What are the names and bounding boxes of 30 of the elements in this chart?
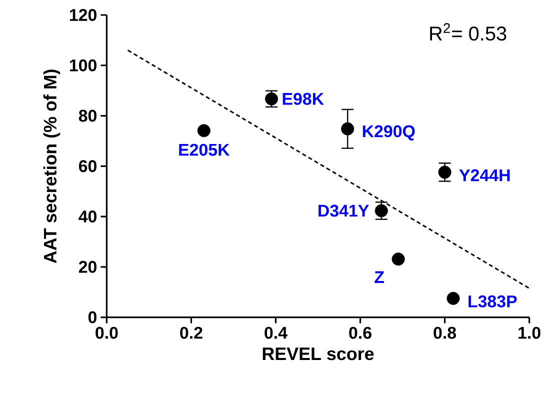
y-tick-label: 60 — [78, 160, 96, 172]
annotation: D341Y — [318, 204, 369, 217]
point — [392, 252, 405, 266]
x-tick-label: 0.6 — [349, 326, 372, 339]
point — [341, 122, 354, 136]
y-tick-label: 0 — [88, 311, 96, 324]
y-axis-title: AAT secretion (% of M) — [43, 70, 60, 264]
annotation: Y244H — [459, 169, 510, 182]
y-tick-label: 120 — [70, 9, 96, 21]
x-tick-label: 0.2 — [180, 326, 202, 339]
annotation: E205K — [179, 144, 230, 156]
point — [265, 92, 278, 106]
annotation: L383P — [468, 295, 517, 308]
annotation: Z — [374, 271, 384, 283]
y-tick-label: 20 — [78, 260, 96, 273]
x-tick-label: 1.0 — [518, 326, 540, 339]
x-axis-title: REVEL score — [262, 348, 374, 360]
x-tick-label: 0.4 — [264, 326, 288, 339]
annotation: E98K — [282, 92, 324, 105]
point — [438, 166, 452, 179]
y-tick-label: 100 — [70, 59, 96, 72]
x-tick-label: 0.0 — [96, 326, 118, 339]
annotation: R$^{2}$= 0.53 — [430, 23, 506, 41]
x-tick-label: 0.8 — [434, 326, 456, 339]
point — [446, 292, 460, 305]
point — [197, 124, 210, 138]
y-tick-label: 40 — [78, 210, 96, 223]
annotation: K290Q — [362, 125, 415, 140]
y-tick-label: 80 — [78, 110, 96, 122]
point — [374, 204, 388, 218]
